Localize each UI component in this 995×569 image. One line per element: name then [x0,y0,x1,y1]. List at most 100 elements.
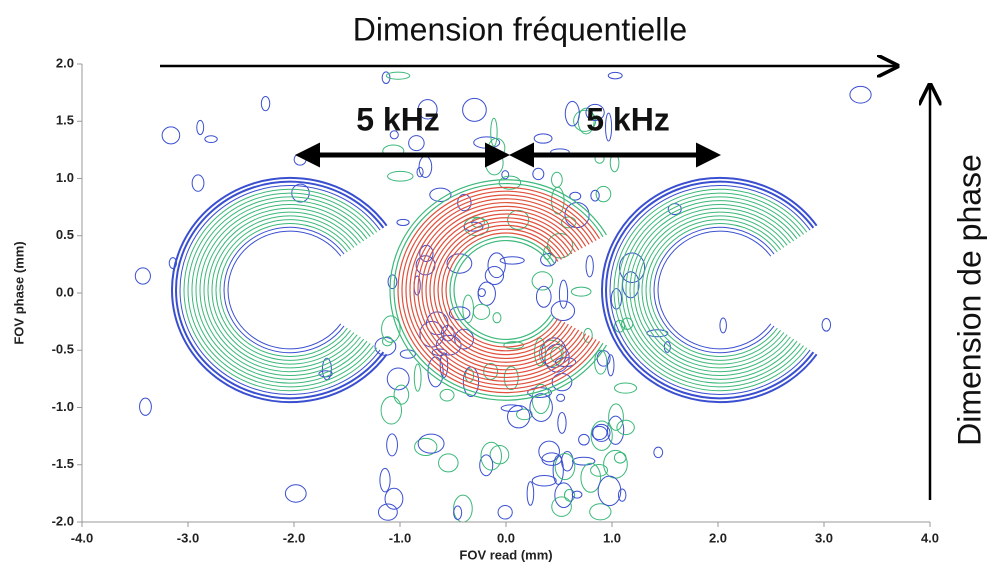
contour-blob [380,395,403,425]
contour-blob [417,99,438,120]
contour-blob [492,312,502,324]
contour-blob [564,100,580,127]
contour-blob [454,328,474,350]
contour-blob [556,393,566,402]
contour-line [437,224,566,356]
contour-blob [389,130,399,140]
contour-line [389,179,607,401]
contour-blob [501,170,510,180]
contour-blob [607,71,623,80]
contour-blob [453,505,463,520]
contour-line [641,215,785,365]
contour-blob [590,420,613,451]
y-tick-label: -2.0 [52,513,74,528]
contour-line [453,240,552,340]
contour-blob [719,317,727,334]
y-axis-title: FOV phase (mm) [11,241,26,344]
contour-blob [429,187,452,202]
contour-blob [414,437,438,457]
contour-blob [516,408,533,421]
contour-blob [399,349,416,359]
contour-blob [503,366,519,391]
contour-blob [139,397,152,416]
y-tick-label: 1.5 [56,113,74,128]
contour-line [441,228,562,352]
contour-blob [849,85,872,104]
contour-blob [597,475,622,507]
y-tick-label: 1.0 [56,170,74,185]
annotation: 5 kHz [356,101,440,137]
contour-blob [477,281,496,306]
contour-blob [438,453,459,473]
contour-blob [535,285,552,308]
contour-blob [529,393,553,422]
contour-blob [569,191,582,201]
contour-blob [607,354,615,377]
contour-blob [578,433,590,446]
contour-line [207,211,358,369]
x-axis-title: FOV read (mm) [459,547,552,562]
contour-blob [204,135,218,144]
contour-line [393,183,604,397]
contour-blob [585,255,594,278]
contour-line [657,230,772,350]
contour-blob [595,185,612,203]
contour-blob [540,253,557,267]
x-tick-label: 1.0 [603,530,621,545]
contour-blob [396,218,410,227]
contour-blob [419,320,445,348]
contour-line [637,211,788,369]
contour-blob [550,300,576,322]
contour-blob [499,256,525,265]
contour-line [223,226,345,354]
contour-blob [386,433,398,457]
x-tick-label: -2.0 [283,530,305,545]
contour-blob [393,384,410,405]
x-tick-label: 2.0 [709,530,727,545]
y-tick-label: 0.5 [56,227,74,242]
contour-blob [439,388,455,402]
contour-blob [531,474,557,487]
contour-blob [503,341,524,350]
contour-line [433,221,569,359]
contour-blob [497,505,513,520]
contour-blob [538,440,560,463]
contour-blob [479,454,494,477]
x-tick-label: 3.0 [815,530,833,545]
y-tick-label: 0.0 [56,284,74,299]
contour-line [413,202,587,378]
contour-blob [653,446,664,459]
contour-blob [260,96,271,112]
contour-line [601,176,818,404]
contour-line [425,213,576,367]
contour-line [397,186,601,394]
contour-line [633,207,791,373]
contour-line [625,200,798,380]
annotation: 5 kHz [586,101,670,137]
contour-line [211,215,355,365]
contour-blob [594,349,608,375]
contour-blob [592,423,611,442]
contour-blob [821,317,832,332]
contour-blob [589,503,612,521]
contour-line [649,223,778,357]
contour-blob [591,425,608,441]
x-tick-label: -1.0 [389,530,411,545]
contour-blob [413,363,422,392]
contour-blob [571,490,583,499]
contour-blob [408,135,425,152]
contour-blob [196,119,205,136]
contour-blob [463,221,484,232]
contour-blob [381,71,391,85]
contour-blob [168,257,177,269]
contour-line [179,185,381,395]
contour-line [429,217,573,363]
contour-blob [613,451,627,464]
y-tick-label: -1.5 [52,456,74,471]
contour-blob [490,117,498,147]
contour-line [195,200,368,380]
contour-blob [381,336,393,347]
y-tick-label: 2.0 [56,55,74,70]
contour-line [445,232,559,348]
